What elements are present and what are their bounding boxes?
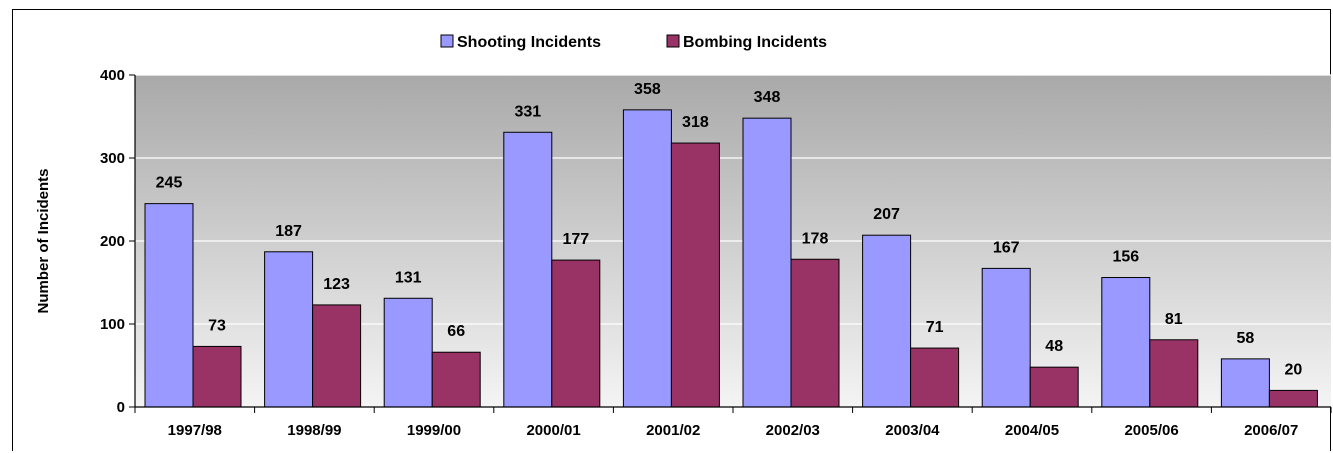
data-label: 81: [1165, 311, 1183, 328]
data-label: 66: [447, 323, 465, 340]
bar: [383, 297, 433, 408]
x-tick-label: 2002/03: [766, 422, 820, 439]
data-label: 20: [1285, 361, 1303, 378]
bar: [742, 117, 792, 408]
x-tick-label: 2003/04: [885, 422, 940, 439]
data-label: 123: [323, 276, 350, 293]
data-labels: 245 187 131 331 358 348 207 167 156 58 73 123 66 177 3…: [156, 81, 1303, 379]
legend: Shooting Incidents Bombing Incidents: [440, 34, 827, 51]
y-tick-label: 400: [100, 67, 125, 84]
bar: [192, 345, 242, 408]
bar: [622, 109, 672, 408]
data-label: 73: [208, 317, 226, 334]
data-label: 358: [634, 81, 661, 98]
bar: [503, 131, 553, 408]
data-label: 156: [1112, 249, 1139, 266]
bar: [862, 234, 912, 408]
data-label: 318: [682, 114, 709, 131]
x-tick-label: 2006/07: [1244, 422, 1298, 439]
legend-swatch: [440, 34, 454, 48]
data-label: 71: [926, 319, 944, 336]
bar: [790, 258, 840, 408]
data-label: 58: [1237, 330, 1255, 347]
bar: [144, 203, 194, 408]
y-tick-label: 0: [117, 399, 125, 416]
data-label: 207: [873, 206, 900, 223]
data-label: 187: [275, 223, 302, 240]
x-tick-label: 1998/99: [287, 422, 341, 439]
bar: [910, 347, 960, 408]
data-label: 48: [1045, 338, 1063, 355]
y-tick-label: 100: [100, 316, 125, 333]
bar: [551, 259, 601, 408]
x-tick-label: 2000/01: [526, 422, 580, 439]
x-tick-label: 2005/06: [1124, 422, 1178, 439]
data-label: 348: [754, 89, 781, 106]
bar: [1101, 277, 1151, 408]
bar: [1029, 366, 1079, 408]
bar: [1220, 358, 1270, 408]
bar: [1149, 339, 1199, 408]
bar: [981, 267, 1031, 408]
data-label: 245: [156, 175, 183, 192]
bar: [312, 304, 362, 408]
data-label: 331: [514, 103, 541, 120]
bar: [1268, 389, 1318, 408]
x-tick-label: 1999/00: [407, 422, 461, 439]
bar: [264, 251, 314, 408]
legend-label: Shooting Incidents: [457, 34, 601, 51]
bar: [431, 351, 481, 408]
bar: [670, 142, 720, 408]
axes: 0 100 200 300 400 1997/98 1998/99 1999/00 2000/0…: [100, 67, 1332, 439]
x-tick-label: 2004/05: [1005, 422, 1059, 439]
data-label: 178: [802, 230, 829, 247]
y-tick-label: 300: [100, 150, 125, 167]
data-label: 167: [993, 239, 1020, 256]
bars: [144, 109, 1318, 408]
y-axis-title: Number of Incidents: [35, 168, 52, 313]
data-label: 131: [395, 269, 422, 286]
x-tick-label: 1997/98: [168, 422, 222, 439]
legend-label: Bombing Incidents: [683, 34, 827, 51]
data-label: 177: [562, 231, 589, 248]
x-tick-label: 2001/02: [646, 422, 700, 439]
legend-swatch: [666, 34, 680, 48]
y-tick-label: 200: [100, 233, 125, 250]
